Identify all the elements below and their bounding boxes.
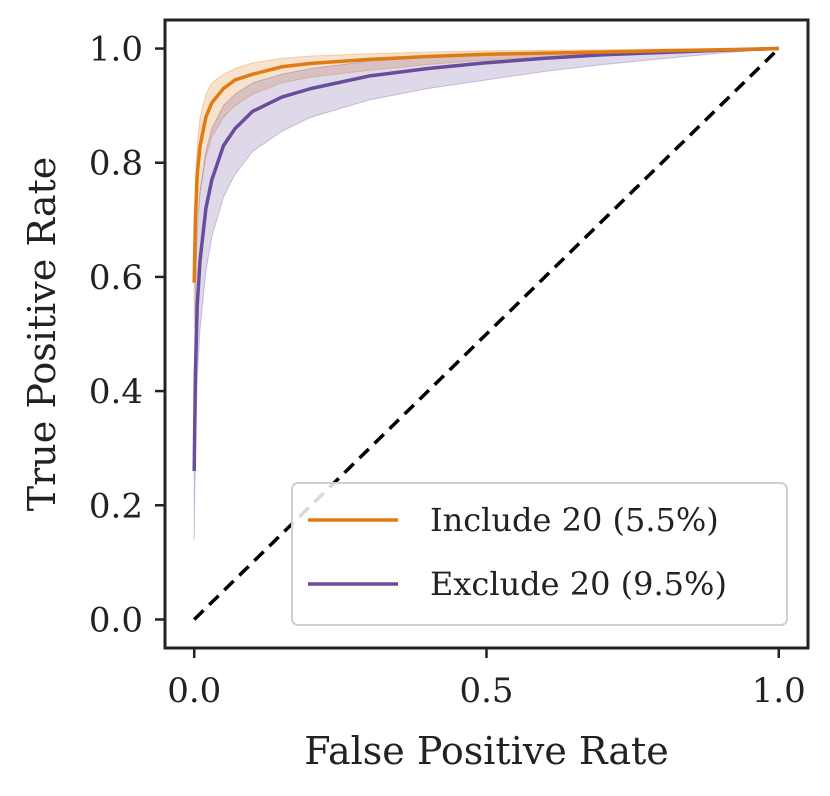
axis-ticks: 0.0 0.5 1.0 0.0 0.2 0.4 0.6 0.8 1.0 (89, 30, 806, 711)
line-series-2 (192, 46, 779, 472)
legend: Include 20 (5.5%) Exclude 20 (9.5%) (291, 482, 788, 626)
y-tick-label: 0.8 (89, 144, 143, 184)
confidence-bands (193, 48, 779, 540)
x-tick-label: 0.5 (459, 671, 513, 711)
plot-frame (163, 18, 810, 650)
legend-box (291, 482, 788, 626)
y-tick-label: 0.2 (89, 486, 143, 526)
legend-label-series-2: Exclude 20 (9.5%) (430, 565, 727, 603)
line-series-1 (192, 46, 779, 283)
band-series-2 (193, 48, 779, 540)
y-axis-label: True Positive Rate (20, 157, 64, 511)
legend-label-series-1: Include 20 (5.5%) (430, 501, 719, 539)
y-tick-label: 0.4 (89, 372, 143, 412)
x-tick-label: 0.0 (167, 671, 221, 711)
x-axis-label: False Positive Rate (304, 729, 669, 773)
y-tick-label: 0.0 (89, 600, 143, 640)
x-tick-label: 1.0 (752, 671, 806, 711)
y-tick-label: 0.6 (89, 258, 143, 298)
y-tick-label: 1.0 (89, 30, 143, 70)
